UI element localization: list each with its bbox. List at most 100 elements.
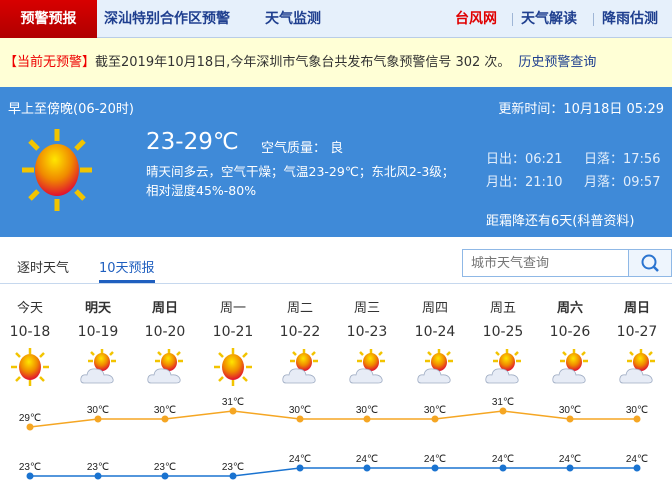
date-label: 10-26 <box>549 324 591 340</box>
day-label: 周四 <box>421 301 448 316</box>
low-temp-point <box>633 464 641 472</box>
partly-cloudy-icon <box>607 347 667 387</box>
today-panel: 早上至傍晚(06-20时) 更新时间：10月18日 05:29 23-29℃ 空… <box>0 87 672 237</box>
sunset: 日落：17:56 <box>584 152 661 167</box>
low-temp-label: 24℃ <box>492 454 514 465</box>
nav-weather-interpret[interactable]: 天气解读 <box>521 11 577 27</box>
day-label: 明天 <box>84 301 111 316</box>
high-temp-point <box>363 415 371 423</box>
nav-warning-forecast[interactable]: 预警预报 <box>0 0 97 38</box>
high-temp-label: 30℃ <box>289 405 311 416</box>
low-temp-label: 24℃ <box>424 454 446 465</box>
partly-cloudy-icon <box>405 347 465 387</box>
forecast-tabs: 逐时天气 10天预报 <box>0 237 672 284</box>
frost-countdown-link[interactable]: 距霜降还有6天(科普资料) <box>486 214 635 229</box>
divider <box>512 13 513 26</box>
sunny-icon <box>0 347 60 387</box>
partly-cloudy-icon <box>540 347 600 387</box>
high-temp-point <box>431 415 439 423</box>
low-temp-label: 23℃ <box>222 462 244 473</box>
high-temp-label: 30℃ <box>356 405 378 416</box>
top-nav: 预警预报 深汕特别合作区预警 天气监测 台风网 天气解读 降雨估测 <box>0 0 672 38</box>
high-temp-label: 31℃ <box>492 397 514 408</box>
day-label: 周日 <box>151 301 178 316</box>
high-temp-point <box>161 415 169 423</box>
tab-10day[interactable]: 10天预报 <box>99 257 155 283</box>
date-label: 10-25 <box>482 324 524 340</box>
low-temp-point <box>363 464 371 472</box>
search-icon <box>641 254 659 272</box>
moonset: 月落：09:57 <box>584 175 661 190</box>
low-temp-point <box>431 464 439 472</box>
high-temp-label: 30℃ <box>87 405 109 416</box>
date-label: 10-24 <box>414 324 456 340</box>
sunrise: 日出：06:21 <box>486 152 563 167</box>
update-time: 更新时间：10月18日 05:29 <box>498 102 664 117</box>
low-temp-label: 23℃ <box>19 462 41 473</box>
warning-status: 【当前无预警】 <box>4 55 96 70</box>
high-temp-point <box>633 415 641 423</box>
low-temp-point <box>26 472 34 480</box>
high-temp-point <box>26 423 34 431</box>
high-temp-point <box>94 415 102 423</box>
nav-typhoon[interactable]: 台风网 <box>455 11 497 27</box>
nav-rain-estimate[interactable]: 降雨估测 <box>602 11 658 27</box>
day-label: 周六 <box>556 301 583 316</box>
warning-text: 截至2019年10月18日,今年深圳市气象台共发布气象预警信号 302 次。 <box>95 55 511 70</box>
date-label: 10-23 <box>346 324 388 340</box>
high-temp-point <box>566 415 574 423</box>
low-temp-line <box>30 467 637 477</box>
low-temp-point <box>161 472 169 480</box>
low-temp-label: 23℃ <box>154 462 176 473</box>
date-label: 10-21 <box>212 324 254 340</box>
low-temp-label: 24℃ <box>626 454 648 465</box>
temp-range: 23-29℃ <box>146 129 239 155</box>
date-label: 10-18 <box>9 324 51 340</box>
low-temp-label: 23℃ <box>87 462 109 473</box>
search-button[interactable] <box>628 250 671 276</box>
nav-shenshan-warning[interactable]: 深汕特别合作区预警 <box>104 11 230 27</box>
city-search-input[interactable] <box>463 250 628 276</box>
day-label: 周日 <box>623 301 650 316</box>
partly-cloudy-icon <box>473 347 533 387</box>
high-temp-label: 30℃ <box>424 405 446 416</box>
day-label: 周五 <box>489 301 516 316</box>
partly-cloudy-icon <box>337 347 397 387</box>
high-temp-line <box>29 410 637 428</box>
moonrise: 月出：21:10 <box>486 175 563 190</box>
low-temp-point <box>499 464 507 472</box>
date-label: 10-19 <box>77 324 119 340</box>
sunny-icon <box>22 129 92 211</box>
day-label: 周一 <box>219 301 246 316</box>
weather-desc: 晴天间多云，空气干燥；气温23-29℃；东北风2-3级；相对湿度45%-80% <box>146 164 455 198</box>
partly-cloudy-icon <box>135 347 195 387</box>
high-temp-label: 30℃ <box>626 405 648 416</box>
city-search <box>462 249 672 277</box>
period: 早上至傍晚(06-20时) <box>8 102 134 117</box>
nav-weather-monitor[interactable]: 天气监测 <box>265 11 321 27</box>
partly-cloudy-icon <box>270 347 330 387</box>
high-temp-label: 31℃ <box>222 397 244 408</box>
day-label: 今天 <box>16 301 43 316</box>
partly-cloudy-icon <box>68 347 128 387</box>
date-label: 10-22 <box>279 324 321 340</box>
low-temp-point <box>94 472 102 480</box>
high-temp-label: 30℃ <box>559 405 581 416</box>
air-quality: 空气质量： 良 <box>261 141 344 156</box>
low-temp-label: 24℃ <box>289 454 311 465</box>
date-label: 10-20 <box>144 324 186 340</box>
sunny-icon <box>203 347 263 387</box>
divider <box>593 13 594 26</box>
history-warning-link[interactable]: 历史预警查询 <box>518 55 597 70</box>
high-temp-point <box>499 407 507 415</box>
warning-bar: 【当前无预警】截至2019年10月18日,今年深圳市气象台共发布气象预警信号 3… <box>0 38 672 87</box>
low-temp-point <box>229 472 237 480</box>
low-temp-label: 24℃ <box>559 454 581 465</box>
temperature-chart: 29℃ 30℃ 30℃ 31℃ 30℃ 30℃ 30℃ 31℃ 30℃ 30℃ 23℃ 23℃ 23℃ 2… <box>19 397 648 480</box>
high-temp-point <box>229 407 237 415</box>
low-temp-point <box>296 464 304 472</box>
tab-hourly[interactable]: 逐时天气 <box>17 261 70 276</box>
low-temp-label: 24℃ <box>356 454 378 465</box>
high-temp-label: 29℃ <box>19 413 41 424</box>
high-temp-label: 30℃ <box>154 405 176 416</box>
